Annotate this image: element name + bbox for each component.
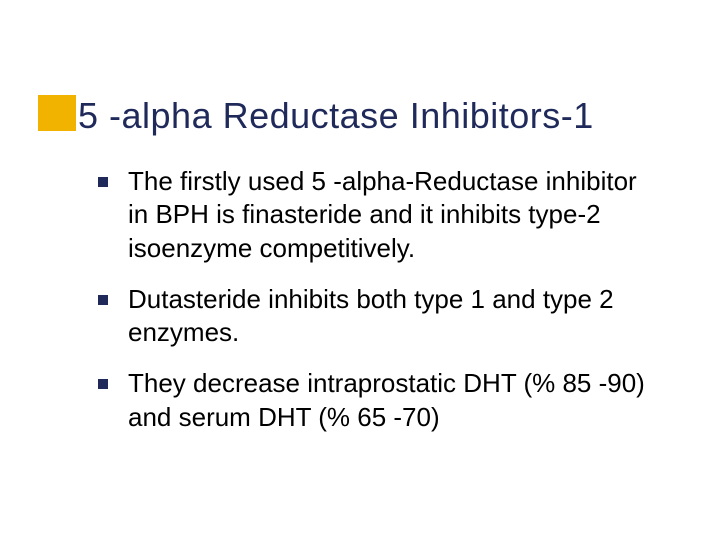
square-bullet-icon (98, 177, 108, 187)
title-accent-block (38, 95, 76, 131)
list-item: They decrease intraprostatic DHT (% 85 -… (98, 367, 660, 434)
bullet-text: The firstly used 5 -alpha-Reductase inhi… (128, 165, 660, 265)
bullet-text: Dutasteride inhibits both type 1 and typ… (128, 283, 660, 350)
bullet-list: The firstly used 5 -alpha-Reductase inhi… (98, 165, 660, 452)
list-item: Dutasteride inhibits both type 1 and typ… (98, 283, 660, 350)
slide-title: 5 -alpha Reductase Inhibitors-1 (78, 95, 594, 137)
square-bullet-icon (98, 295, 108, 305)
bullet-text: They decrease intraprostatic DHT (% 85 -… (128, 367, 660, 434)
list-item: The firstly used 5 -alpha-Reductase inhi… (98, 165, 660, 265)
square-bullet-icon (98, 379, 108, 389)
